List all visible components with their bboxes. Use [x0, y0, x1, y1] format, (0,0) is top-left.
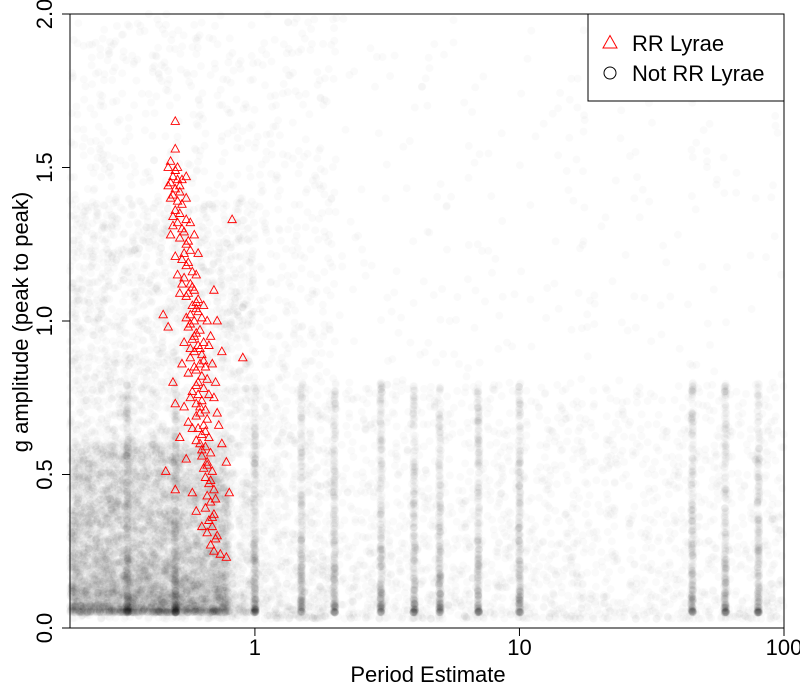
- not-rr-lyrae-points: [66, 10, 788, 623]
- not-rr-lyrae-point: [125, 220, 133, 228]
- not-rr-lyrae-point: [108, 305, 116, 313]
